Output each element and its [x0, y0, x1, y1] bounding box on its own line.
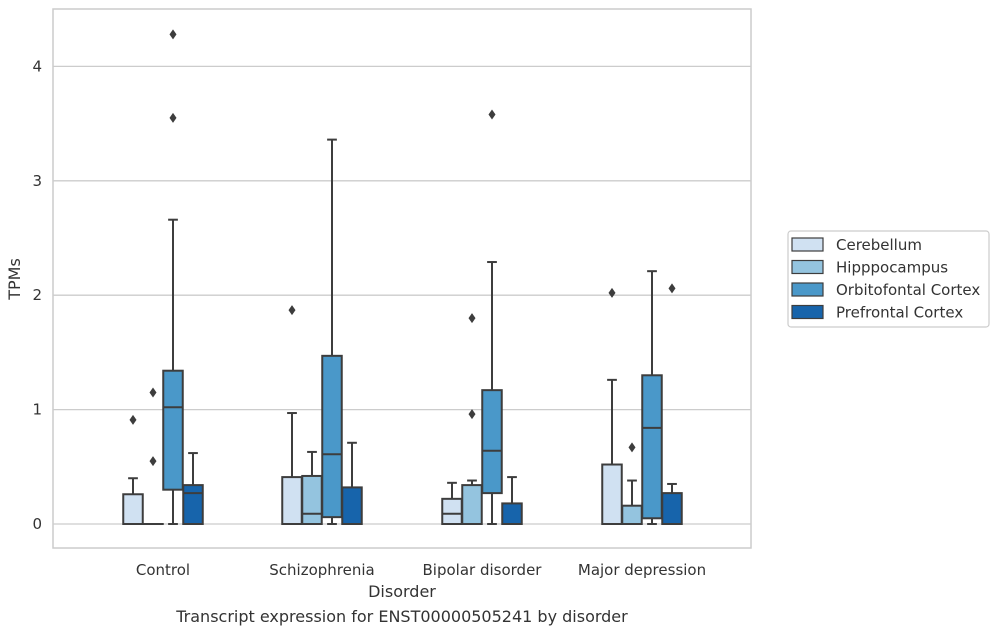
box-body — [461, 484, 483, 526]
legend-label-3: Prefrontal Cortex — [836, 304, 963, 322]
legend-swatch-1 — [791, 259, 824, 275]
y-tick-0: 0 — [32, 515, 42, 533]
box-body — [301, 474, 323, 525]
box-body — [122, 493, 144, 526]
flier-0 — [628, 442, 636, 453]
flier-0 — [608, 287, 616, 298]
y-tick-4: 4 — [32, 57, 42, 75]
x-tick-0: Control — [136, 561, 190, 579]
box-body — [281, 476, 303, 526]
flier-0 — [129, 414, 137, 425]
box-body — [621, 504, 643, 526]
y-tick-1: 1 — [32, 401, 42, 419]
flier-0 — [468, 409, 476, 420]
box-body — [481, 389, 503, 495]
box-groups — [122, 29, 683, 526]
box-3-1 — [341, 441, 363, 525]
flier-0 — [288, 305, 296, 316]
box-body — [601, 463, 623, 525]
legend-swatch-3 — [791, 304, 824, 320]
box-2-0 — [162, 29, 184, 525]
box-body — [321, 354, 343, 519]
flier-0 — [169, 112, 177, 123]
x-axis-label: Disorder — [368, 582, 436, 601]
x-tick-2: Bipolar disorder — [423, 561, 543, 579]
flier-0 — [149, 456, 157, 467]
chart-caption: Transcript expression for ENST0000050524… — [175, 607, 628, 626]
box-3-2 — [501, 476, 523, 525]
x-tick-3: Major depression — [578, 561, 706, 579]
legend-label-1: Hipppocampus — [836, 259, 948, 277]
box-3-3 — [661, 283, 683, 525]
box-2-3 — [641, 270, 663, 525]
box-1-0 — [142, 387, 164, 526]
box-0-3 — [601, 287, 623, 525]
legend-swatch-2 — [791, 282, 824, 297]
y-tick-labels: 0 1 2 3 4 — [32, 57, 42, 533]
flier-0 — [488, 109, 496, 120]
legend-label-0: Cerebellum — [836, 236, 922, 254]
legend-label-2: Orbitofontal Cortex — [836, 281, 980, 299]
legend-swatch-0 — [791, 237, 824, 252]
flier-1 — [169, 29, 177, 40]
legend-box — [787, 230, 990, 328]
y-tick-3: 3 — [32, 172, 42, 190]
x-tick-labels: Control Schizophrenia Bipolar disorder Majo… — [136, 561, 706, 579]
y-axis-label: TPMs — [5, 258, 24, 301]
box-body — [341, 486, 363, 525]
box-body — [501, 502, 523, 525]
box-3-0 — [182, 452, 204, 526]
box-body — [661, 492, 683, 525]
x-tick-1: Schizophrenia — [269, 561, 374, 579]
box-2-2 — [481, 109, 503, 525]
box-body — [162, 369, 184, 491]
legend: Cerebellum Hipppocampus Orbitofontal Corte… — [787, 230, 990, 328]
plot-frame — [52, 8, 752, 549]
flier-1 — [149, 387, 157, 398]
y-tick-2: 2 — [32, 286, 42, 304]
box-body — [182, 484, 204, 526]
box-body — [641, 374, 663, 520]
flier-0 — [668, 283, 676, 294]
box-2-1 — [321, 138, 343, 525]
flier-1 — [468, 313, 476, 324]
box-0-0 — [122, 414, 144, 526]
box-1-3 — [621, 442, 643, 526]
box-1-2 — [461, 313, 483, 526]
box-body — [441, 497, 463, 525]
